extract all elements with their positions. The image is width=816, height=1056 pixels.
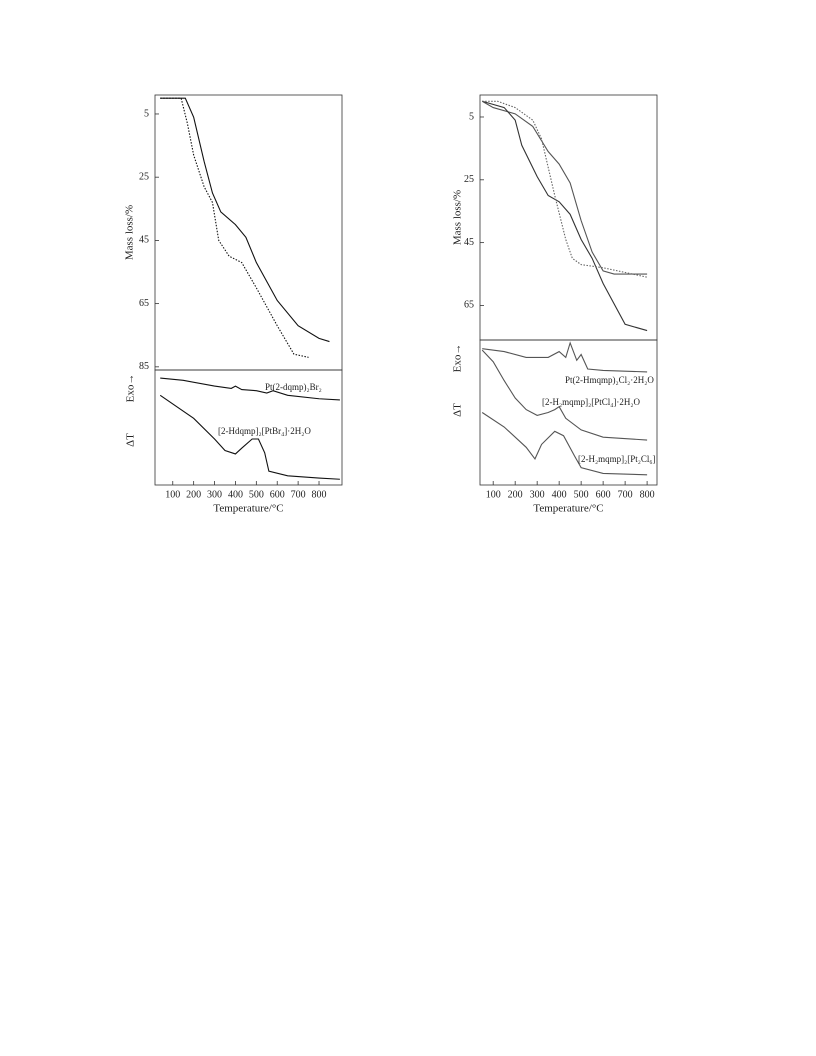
series-line <box>159 394 340 480</box>
panel-frame <box>154 369 343 486</box>
series-label: [2-Hdqmp]₂[PtBr₄]·2H₂O <box>218 426 311 436</box>
x-tick-label: 100 <box>486 489 501 500</box>
x-tick-label: 800 <box>640 489 655 500</box>
series-line <box>481 349 648 441</box>
y-axis-label: ΔT <box>452 403 464 417</box>
series-line <box>482 100 648 278</box>
y-axis-label: ΔT <box>125 433 137 447</box>
series-label: Pt(2-dqmp)₂Br₂ <box>265 382 322 392</box>
series-label: [2-H₂mqmp]₂[PtCl₄]·2H₂O <box>542 397 641 407</box>
y-tick-label: 25 <box>139 171 149 182</box>
y-tick-label: 5 <box>469 111 474 122</box>
panel-frame <box>479 339 658 486</box>
exo-label: Exo→ <box>452 344 464 373</box>
y-tick-label: 65 <box>139 298 149 309</box>
x-tick-label: 200 <box>186 489 201 500</box>
x-axis-label: Temperature/°C <box>213 503 283 515</box>
x-tick-label: 600 <box>270 489 285 500</box>
y-tick-label: 85 <box>139 361 149 372</box>
y-axis-label: Mass loss/% <box>124 205 136 260</box>
x-tick-label: 500 <box>574 489 589 500</box>
x-tick-label: 700 <box>618 489 633 500</box>
series-line <box>160 97 330 343</box>
y-tick-label: 45 <box>139 235 149 246</box>
y-axis-label: Mass loss/% <box>452 190 464 245</box>
x-tick-label: 400 <box>228 489 243 500</box>
x-axis-label: Temperature/°C <box>533 503 603 515</box>
y-tick-label: 5 <box>144 108 149 119</box>
x-tick-label: 300 <box>207 489 222 500</box>
y-tick-label: 25 <box>464 174 474 185</box>
series-label: [2-H₂mqmp]₂[Pt₂Cl₆] <box>578 454 656 464</box>
series-line <box>481 412 648 476</box>
x-tick-label: 400 <box>552 489 567 500</box>
y-tick-label: 45 <box>464 237 474 248</box>
series-line <box>160 97 309 358</box>
panel-frame <box>154 94 343 371</box>
x-tick-label: 200 <box>508 489 523 500</box>
x-tick-label: 800 <box>312 489 327 500</box>
series-line <box>481 100 648 275</box>
x-tick-label: 100 <box>165 489 180 500</box>
series-line <box>160 377 340 401</box>
x-tick-label: 500 <box>249 489 264 500</box>
x-tick-label: 300 <box>530 489 545 500</box>
series-line <box>482 341 648 373</box>
panel-frame <box>479 94 658 341</box>
series-label: Pt(2-Hmqmp)₂Cl₂·2H₂O <box>565 375 654 385</box>
x-tick-label: 700 <box>291 489 306 500</box>
y-tick-label: 65 <box>464 300 474 311</box>
series-line <box>482 100 648 332</box>
exo-label: Exo→ <box>125 374 137 403</box>
x-tick-label: 600 <box>596 489 611 500</box>
